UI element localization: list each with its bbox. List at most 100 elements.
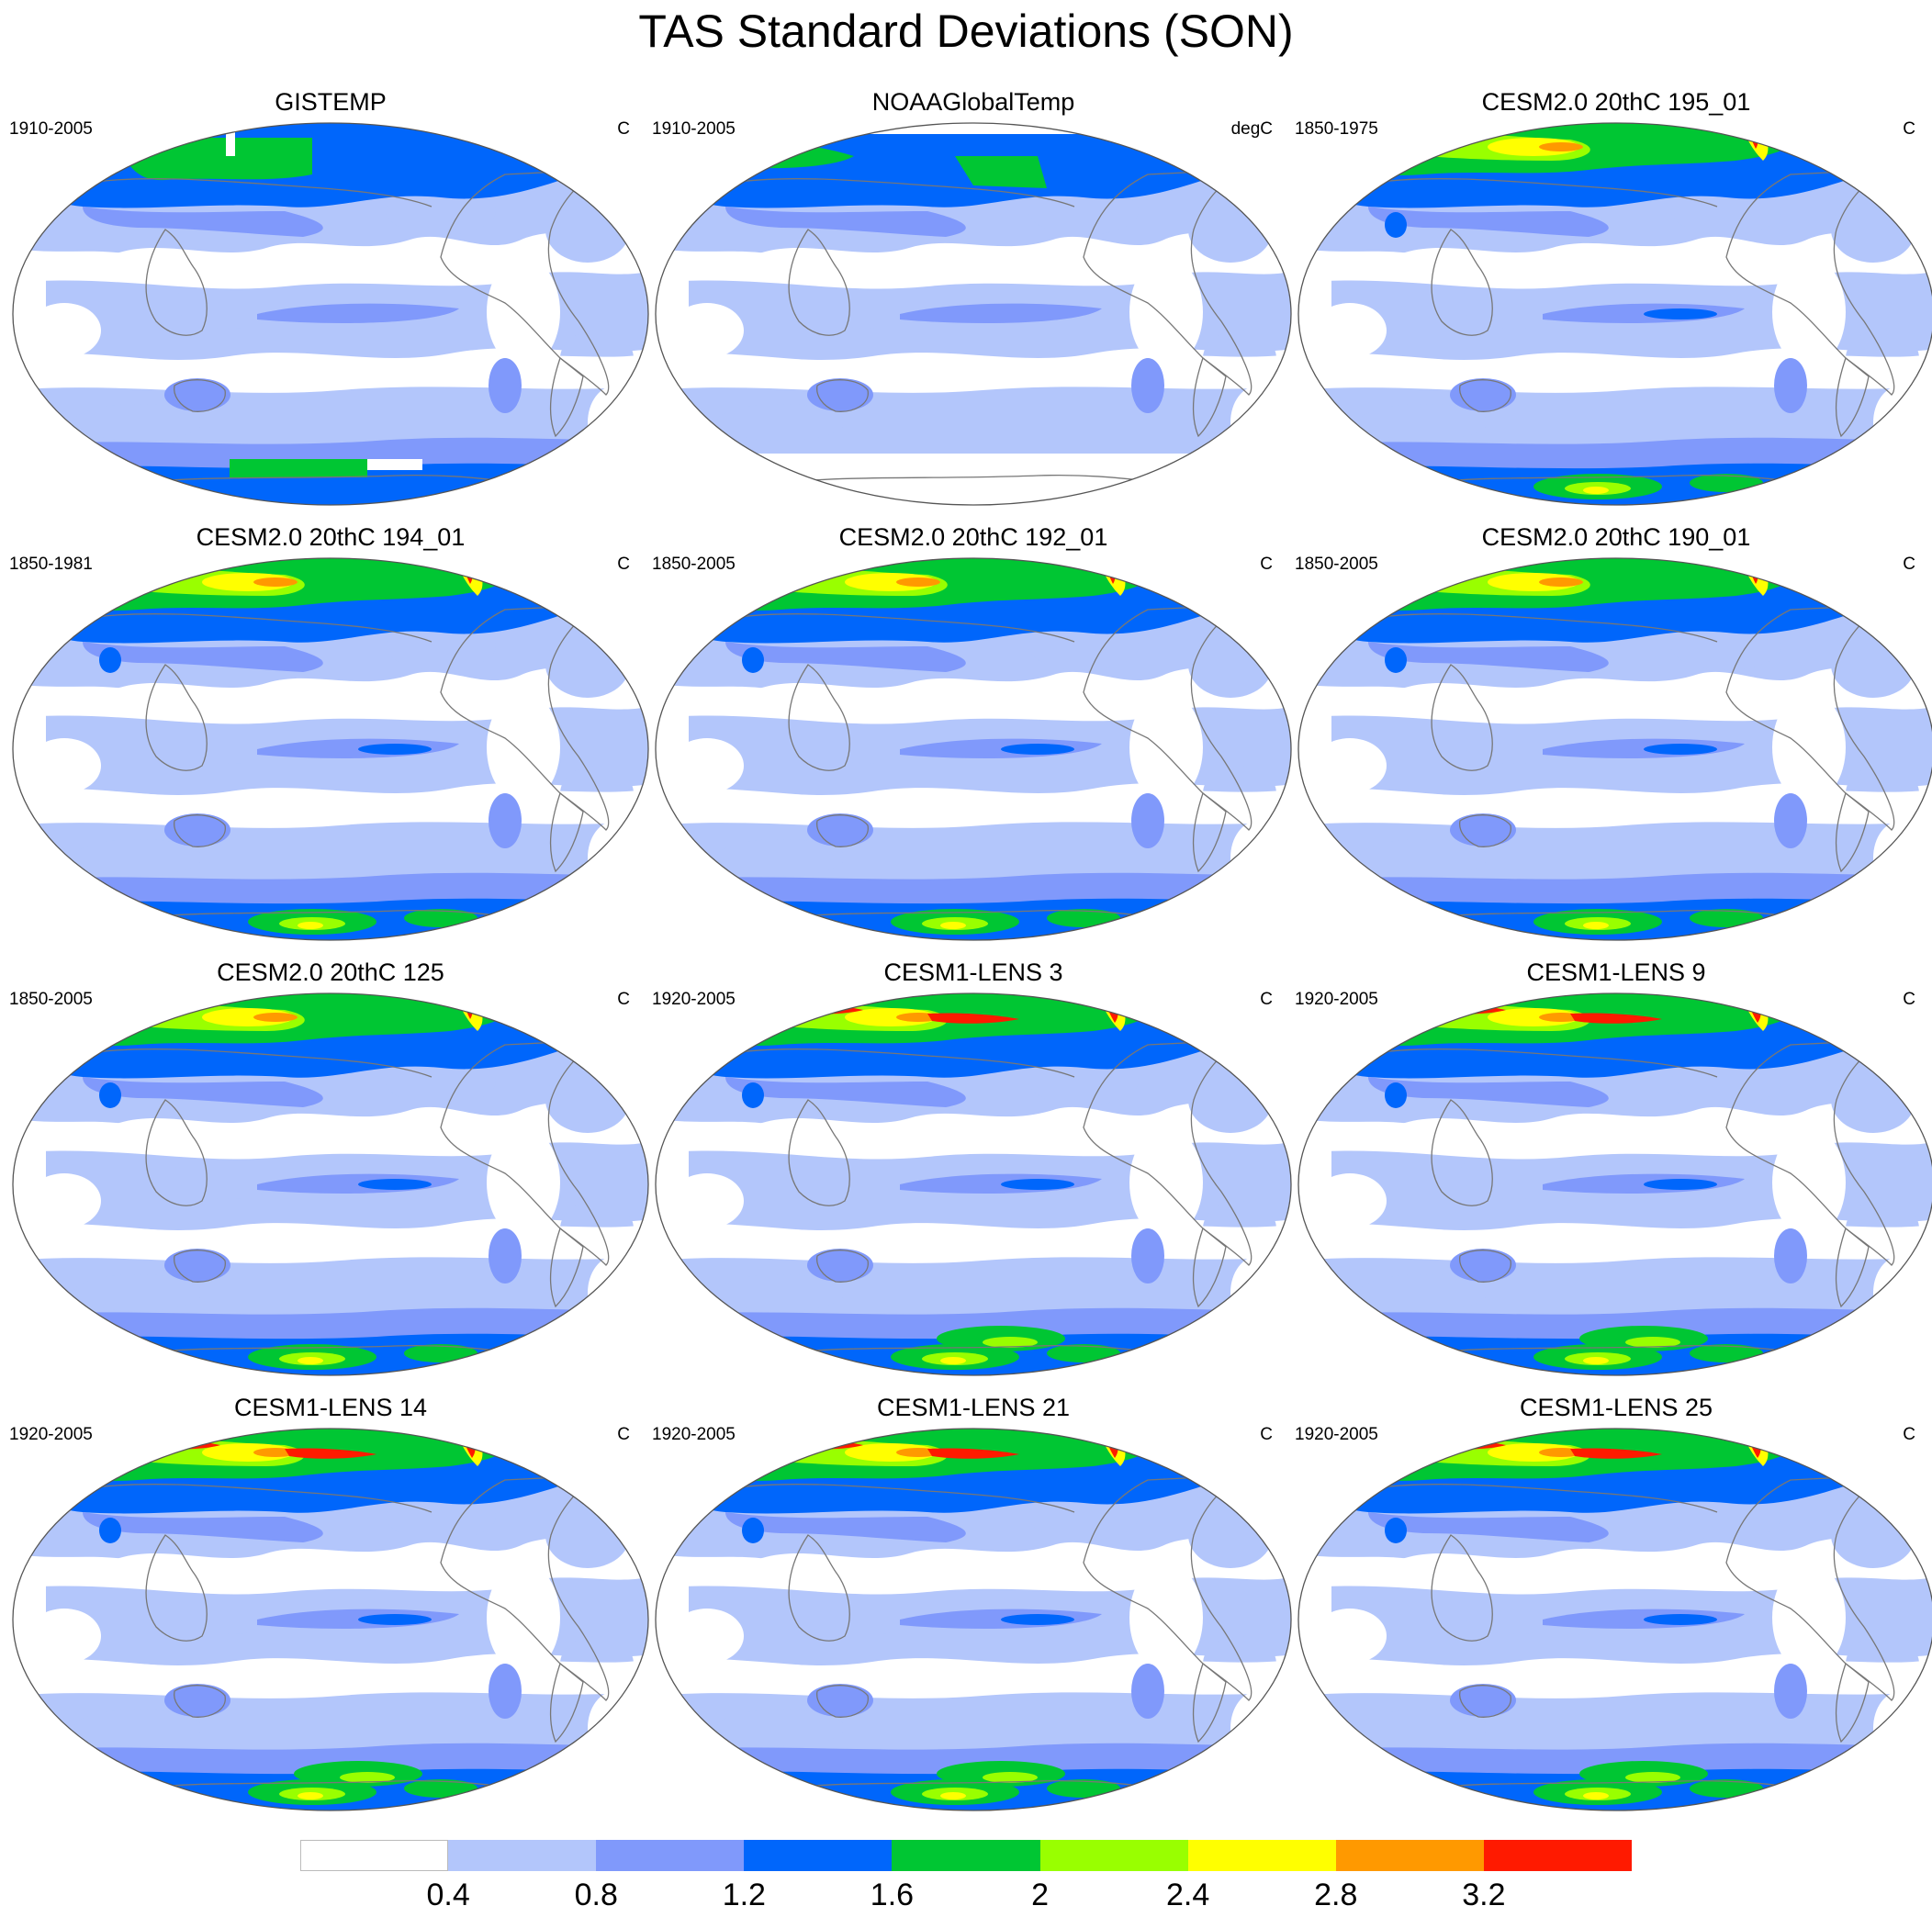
map-projection — [1297, 557, 1932, 941]
coastline-australia — [816, 379, 869, 412]
lightblue-patch — [1359, 839, 1488, 876]
australia-patch — [164, 1684, 230, 1717]
north-yellow — [202, 1443, 294, 1462]
antarctic-green — [1047, 1779, 1120, 1798]
south-america-patch — [1131, 793, 1164, 848]
north-yellow — [1488, 573, 1579, 591]
south-america-patch — [1774, 1228, 1807, 1284]
north-yellow — [1488, 1008, 1579, 1026]
coastline-antarctica — [789, 1344, 1167, 1354]
coastline-eurasia — [724, 178, 1075, 207]
white-gap — [656, 1118, 1166, 1160]
panel-period: 1850-1981 — [9, 555, 93, 574]
colorbar-label: 2.8 — [1314, 1878, 1358, 1912]
north-yellow — [845, 1443, 937, 1462]
coastline-antarctica — [1432, 909, 1810, 919]
white-gap — [1772, 257, 1846, 367]
panel-period: 1920-2005 — [9, 1425, 93, 1444]
white-gap — [670, 303, 744, 358]
white-gap — [1313, 738, 1387, 793]
enso-core — [1001, 1614, 1074, 1625]
north-orange — [253, 577, 298, 587]
coastline-south-america — [1835, 356, 1870, 438]
panel-units: degC — [1230, 119, 1273, 139]
map-border — [655, 122, 1292, 506]
south-america-patch — [489, 1228, 522, 1284]
enso-band — [257, 303, 459, 323]
coastline-americas — [440, 1474, 610, 1701]
white-gap — [1230, 821, 1286, 894]
australia-patch — [1450, 1249, 1516, 1282]
white-gap — [1772, 1563, 1846, 1673]
north-band-medium — [83, 1077, 323, 1107]
south-america-patch — [489, 793, 522, 848]
north-yellow — [1488, 138, 1579, 156]
lightblue-patch — [545, 1067, 630, 1133]
panel-period: 1920-2005 — [1295, 990, 1378, 1009]
asian-highland-patch — [99, 1518, 121, 1543]
australia-patch — [164, 1249, 230, 1282]
white-gap — [1230, 1256, 1286, 1329]
coastline-antarctica — [146, 1344, 524, 1354]
lightblue-patch — [1028, 187, 1139, 235]
coastline-australia — [816, 1685, 869, 1718]
white-gap — [656, 248, 1166, 289]
map-projection — [1297, 992, 1932, 1376]
enso-core — [358, 744, 432, 755]
white-gap — [588, 386, 643, 459]
asian-highland-patch — [1385, 1082, 1407, 1108]
lightblue-patch — [1831, 1502, 1915, 1568]
white-gap — [1873, 386, 1928, 459]
map-projection — [655, 1428, 1292, 1811]
lightblue-patch — [386, 622, 496, 670]
coastline-americas — [1725, 1474, 1895, 1701]
coastline-americas — [1725, 169, 1895, 396]
map-border — [12, 122, 649, 506]
north-band-red — [927, 1013, 1019, 1024]
white-gap — [1298, 248, 1809, 289]
lightblue-patch — [73, 1274, 202, 1311]
white-gap — [1298, 1118, 1809, 1160]
antarctic-green — [1690, 909, 1763, 927]
panel-units: C — [1903, 555, 1915, 574]
coastlines — [724, 604, 1252, 919]
lightblue-patch — [545, 1502, 630, 1568]
coastline-australia — [174, 1685, 226, 1718]
white-gap — [28, 1173, 101, 1228]
panel-title: CESM2.0 20thC 192_01 — [838, 523, 1108, 551]
panel-units: C — [1903, 1425, 1915, 1444]
coastlines — [1367, 604, 1895, 919]
panel-units: C — [1260, 1425, 1273, 1444]
map-projection — [12, 992, 649, 1376]
australia-patch — [1450, 1684, 1516, 1717]
colorbar-label: 2 — [1031, 1878, 1050, 1912]
lightblue-patch — [1831, 632, 1915, 698]
north-band-red — [119, 1436, 220, 1450]
antarctic-yellow — [1583, 1357, 1609, 1364]
missing-data — [367, 459, 422, 470]
white-gap — [1313, 303, 1387, 358]
coastline-eurasia — [82, 1484, 432, 1513]
north-band-red — [762, 1436, 863, 1450]
coastline-eurasia — [724, 1484, 1075, 1513]
australia-patch — [1450, 378, 1516, 411]
map-panel: CESM2.0 20thC 192_01 1850-2005 C — [652, 521, 1295, 944]
antarctic-green — [1690, 1779, 1763, 1798]
colorbar-swatch — [448, 1840, 597, 1871]
colorbar-swatch — [596, 1840, 745, 1871]
coastlines — [1367, 1474, 1895, 1789]
north-band-green — [119, 138, 312, 181]
missing-data — [226, 123, 235, 156]
coastline-eurasia — [82, 178, 432, 207]
panel-title: CESM2.0 20thC 194_01 — [196, 523, 466, 551]
panel-title: CESM1-LENS 3 — [883, 958, 1063, 986]
antarctic-yellowgreen — [340, 1772, 395, 1783]
north-yellow — [845, 1008, 937, 1026]
panel-period: 1850-2005 — [652, 555, 736, 574]
lightblue-patch — [716, 1710, 845, 1746]
coastline-americas — [1725, 604, 1895, 831]
white-gap — [1772, 1127, 1846, 1238]
colorbar-swatch — [1483, 1840, 1632, 1871]
panel-title: NOAAGlobalTemp — [871, 88, 1075, 116]
coastline-antarctica — [146, 1779, 524, 1789]
